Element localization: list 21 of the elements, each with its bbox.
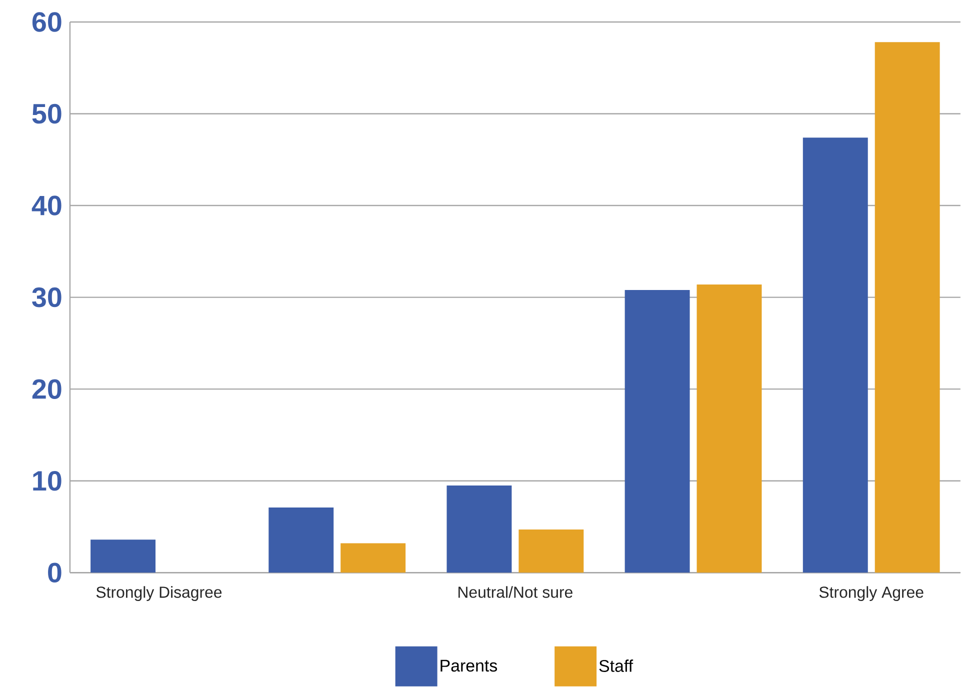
y-tick-label: 10 (33, 471, 62, 491)
bar (624, 290, 690, 573)
y-tick-label: 50 (32, 104, 62, 124)
bar (268, 508, 334, 573)
bar (90, 540, 156, 573)
bar (340, 543, 406, 573)
legend-label: Parents (440, 660, 498, 672)
y-tick-label: 30 (32, 288, 62, 308)
x-tick-label: Strongly Disagree (96, 586, 222, 602)
bar (518, 530, 584, 573)
y-tick-label: 40 (32, 196, 62, 216)
x-tick-label: Strongly Agree (819, 586, 924, 602)
bar (696, 284, 762, 573)
y-tick-label: 60 (32, 12, 62, 32)
x-tick-label: Neutral/Not sure (458, 586, 572, 598)
legend-label: Staff (599, 660, 634, 672)
bar (874, 42, 940, 573)
bar (802, 138, 868, 573)
y-tick-label: 20 (32, 379, 62, 400)
bar (446, 486, 512, 573)
y-tick-label: 0 (48, 563, 62, 583)
